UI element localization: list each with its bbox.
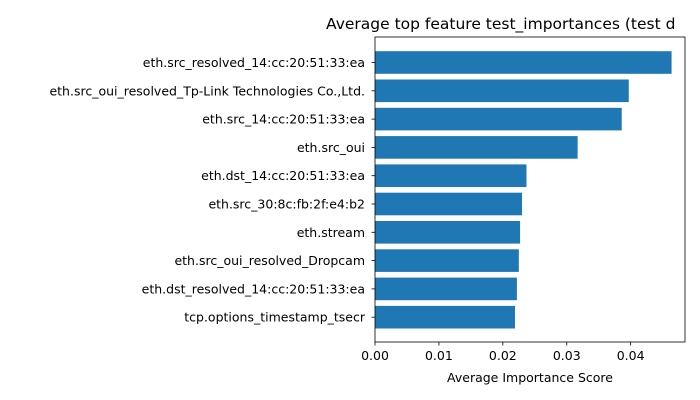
- bars-group: [375, 51, 672, 329]
- y-tick-label: eth.src_oui: [297, 140, 365, 155]
- y-tick-label: tcp.options_timestamp_tsecr: [184, 310, 366, 325]
- x-tick-label: 0.03: [553, 348, 581, 363]
- bar: [375, 277, 517, 301]
- bar: [375, 249, 519, 272]
- x-tick-label: 0.01: [425, 348, 453, 363]
- y-tick-group: eth.src_resolved_14:cc:20:51:33:ea eth.sr…: [49, 55, 375, 325]
- bar: [375, 221, 521, 244]
- bar: [375, 107, 622, 131]
- x-tick-label: 0.00: [361, 348, 389, 363]
- y-tick-label: eth.dst_14:cc:20:51:33:ea: [201, 168, 365, 183]
- bar: [375, 79, 629, 103]
- y-tick-label: eth.src_oui_resolved_Dropcam: [174, 253, 365, 268]
- x-tick-label: 0.04: [617, 348, 645, 363]
- y-tick-label: eth.src_14:cc:20:51:33:ea: [202, 112, 365, 127]
- y-tick-label: eth.dst_resolved_14:cc:20:51:33:ea: [142, 281, 365, 296]
- y-tick-label: eth.src_30:8c:fb:2f:e4:b2: [208, 197, 365, 212]
- x-tick-label: 0.02: [489, 348, 517, 363]
- x-tick-group: 0.00 0.01 0.02 0.03 0.04: [361, 342, 645, 363]
- y-tick-label: eth.stream: [297, 225, 365, 240]
- bar: [375, 51, 672, 74]
- bar: [375, 136, 578, 159]
- y-tick-label: eth.src_resolved_14:cc:20:51:33:ea: [143, 55, 365, 70]
- bar: [375, 305, 515, 329]
- bar: [375, 164, 527, 187]
- x-axis-label: Average Importance Score: [447, 370, 613, 385]
- bar: [375, 192, 523, 216]
- chart-title: Average top feature test_importances (te…: [326, 15, 675, 34]
- plot-frame: [374, 36, 686, 343]
- y-tick-label: eth.src_oui_resolved_Tp-Link Technologie…: [49, 83, 365, 98]
